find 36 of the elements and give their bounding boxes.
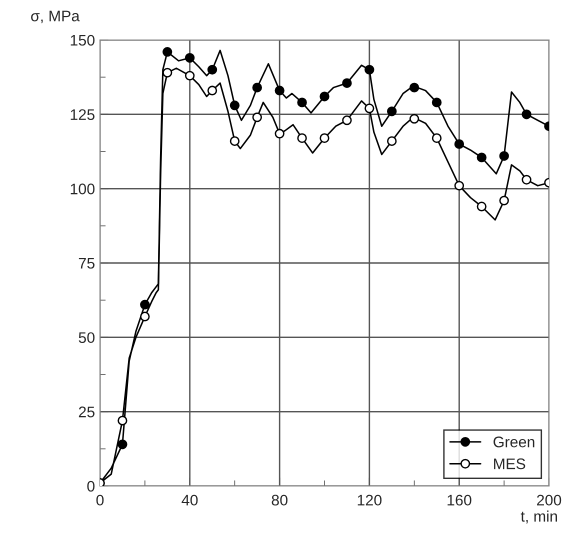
point: [364, 64, 374, 75]
y-tick-label: 25: [78, 406, 94, 418]
y-tick-label: 150: [70, 34, 95, 46]
point: [230, 100, 240, 110]
point: [409, 82, 420, 92]
y-axis-title: σ, MPa: [31, 10, 80, 24]
x-tick-label: 80: [272, 494, 288, 506]
point: [386, 106, 397, 116]
x-tick-label: 40: [182, 494, 198, 506]
point: [432, 98, 442, 108]
x-tick-label: 0: [96, 494, 104, 506]
point: [499, 151, 509, 161]
point: [140, 300, 150, 310]
x-tick-label: 160: [448, 494, 472, 506]
point: [476, 152, 487, 162]
point: [342, 78, 352, 88]
y-tick-label: 0: [87, 480, 95, 492]
y-tick-label: 100: [70, 184, 95, 194]
point: [207, 64, 218, 75]
x-tick-label: 200: [537, 494, 562, 506]
point: [118, 440, 128, 450]
point: [522, 109, 532, 120]
point: [184, 52, 195, 63]
point: [320, 92, 330, 102]
point: [274, 86, 284, 96]
x-axis-title: t, min: [520, 510, 557, 524]
legend-label: MES: [494, 458, 526, 470]
point: [252, 82, 262, 92]
y-tick-label: 75: [78, 258, 94, 269]
point: [297, 98, 307, 108]
x-tick-label: 120: [358, 494, 382, 506]
point: [454, 139, 464, 149]
y-tick-label: 50: [78, 332, 95, 344]
y-tick-label: 125: [70, 109, 94, 120]
legend-label: Green: [494, 436, 534, 448]
point: [162, 47, 172, 57]
